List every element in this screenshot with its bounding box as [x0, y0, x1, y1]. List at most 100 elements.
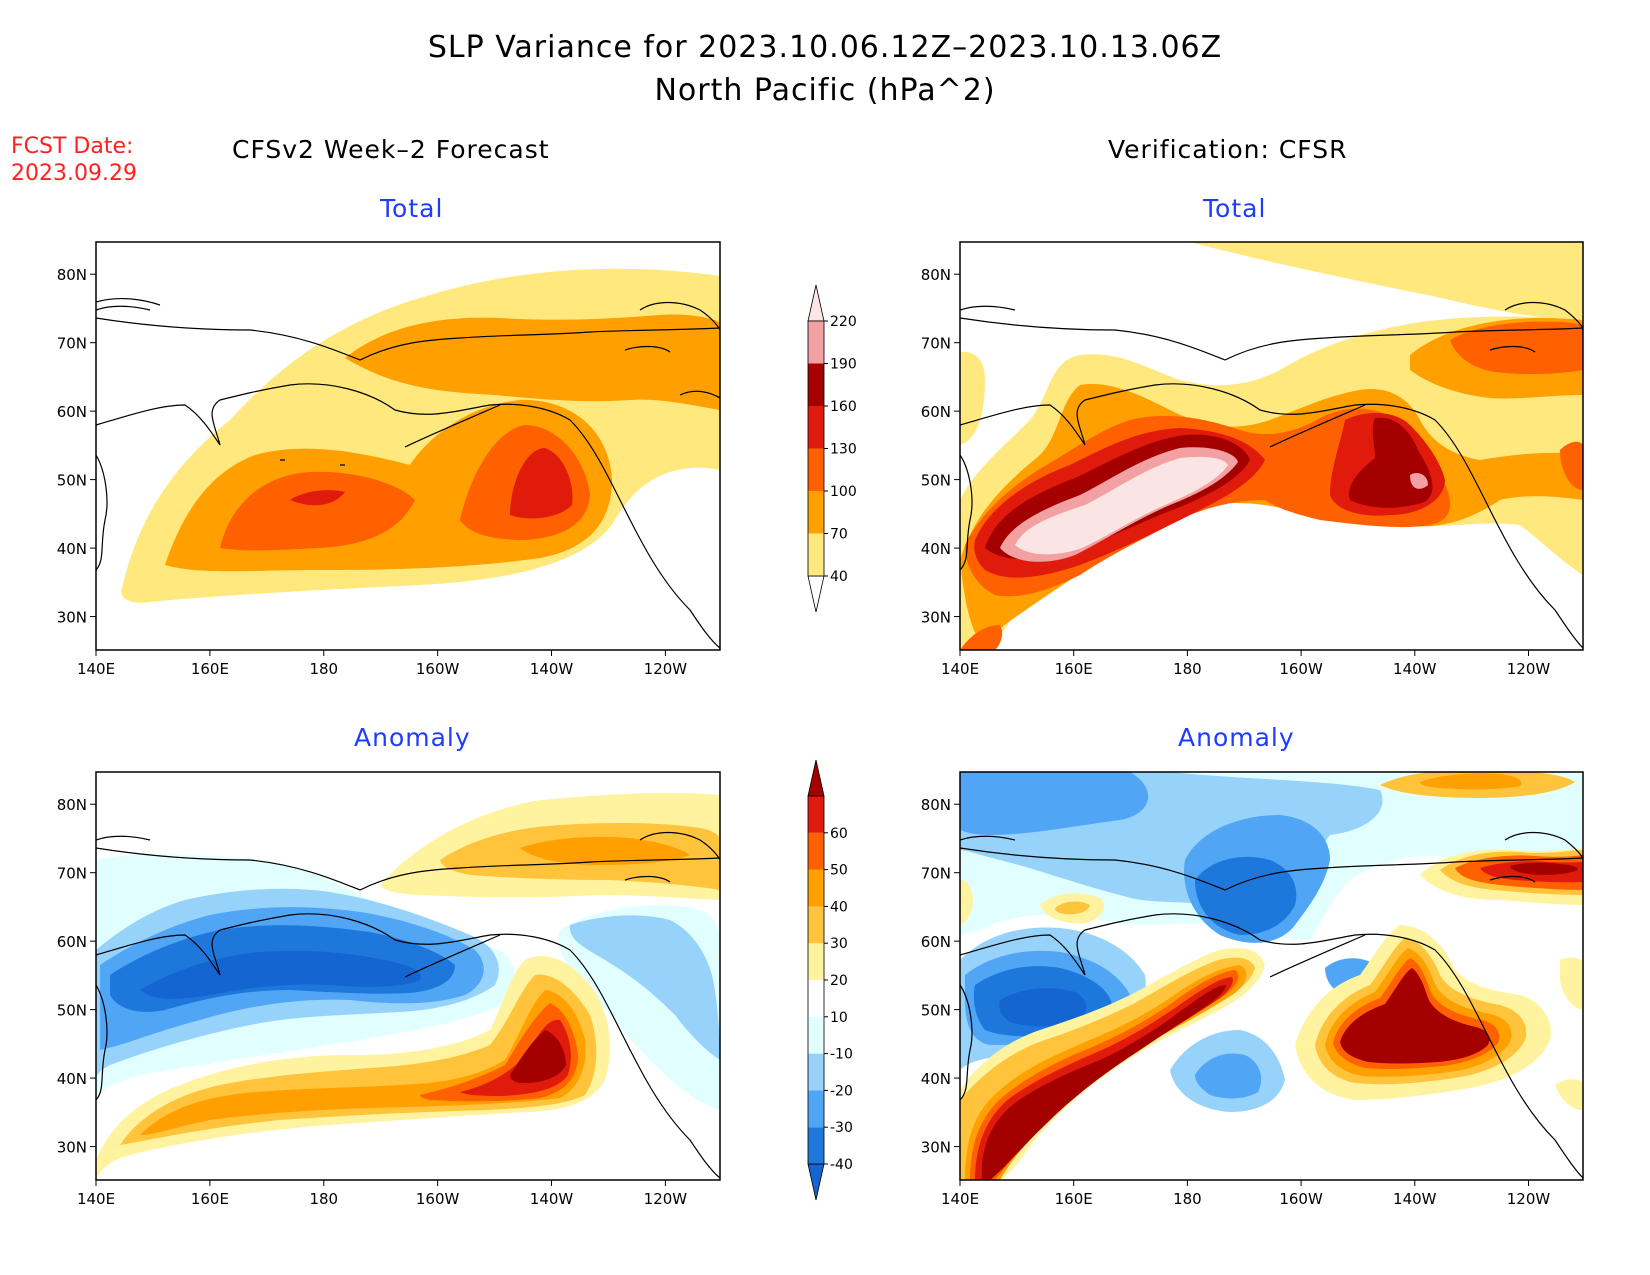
total-colorbar-label: 160: [830, 399, 857, 415]
forecast-column-header: CFSv2 Week–2 Forecast: [232, 135, 550, 164]
anomaly-colorbar-low-triangle: [807, 1163, 825, 1201]
total-colorbar-box: [808, 363, 824, 406]
verif-total-x-tick-label: 180: [1173, 660, 1202, 678]
fcst-total-y-tick-label: 70N: [57, 335, 87, 353]
total-colorbar-label: 190: [830, 357, 857, 373]
forecast-anomaly-frame: [95, 771, 721, 1181]
verif-total-100-ne-contour: [1450, 321, 1583, 375]
verification-anomaly-title: Anomaly: [1178, 723, 1295, 752]
verif-anom-neg40-central-contour: [1195, 856, 1297, 935]
verif-anomaly-y-tick-label: 30N: [921, 1139, 951, 1157]
total-colorbar-box: [808, 491, 824, 534]
fcst-anomaly-y-tick-label: 80N: [57, 796, 87, 814]
fcst-anom-neg50-contour: [140, 950, 421, 999]
fcst-total-x-tick-label: 160W: [416, 660, 460, 678]
verif-anom-pos10-sea-contour: [1555, 1079, 1583, 1110]
verif-total-y-tick-label: 30N: [921, 609, 951, 627]
fcst-total-y-tick-label: 80N: [57, 266, 87, 284]
verif-total-220-contour: [1015, 456, 1228, 555]
fcst-anom-pos60-contour: [510, 1030, 566, 1084]
fcst-anomaly-x-tick-label: 160W: [416, 1190, 460, 1208]
anomaly-colorbar-label: 30: [830, 936, 848, 952]
fcst-anomaly-y-tick-label: 50N: [57, 1002, 87, 1020]
forecast-anomaly-map: [96, 792, 720, 1180]
total-colorbar: 40 70 100 130 160 190 220: [807, 284, 857, 613]
verif-anom-pos60-main-contour: [981, 985, 1226, 1180]
anomaly-colorbar-label: -40: [830, 1157, 853, 1173]
forecast-total-map: [121, 268, 720, 603]
anomaly-colorbar: -40 -30 -20 -10 10 20 30 40 50 60: [807, 759, 853, 1201]
verification-anomaly-frame: [959, 771, 1584, 1181]
verif-anomaly-x-tick-label: 140E: [941, 1190, 979, 1208]
fcst-total-y-tick-label: 60N: [57, 403, 87, 421]
anomaly-colorbar-box: [808, 1090, 824, 1128]
verif-anom-pos60-east-contour: [1340, 968, 1490, 1064]
main-title: SLP Variance for 2023.10.06.12Z–2023.10.…: [427, 30, 1223, 65]
verif-anom-neg50-west-contour: [999, 988, 1087, 1027]
verif-total-160-east-contour: [1349, 417, 1433, 508]
verification-total-frame: [959, 241, 1584, 651]
verif-total-40-north-contour: [1190, 242, 1583, 322]
fcst-anomaly-y-tick-label: 70N: [57, 865, 87, 883]
verification-anomaly-map: [960, 772, 1583, 1180]
fcst-total-100-west-contour: [220, 471, 415, 551]
anomaly-colorbar-box: [808, 906, 824, 944]
verif-anomaly-x-tick-label: 160E: [1055, 1190, 1093, 1208]
verif-anomaly-y-tick-label: 80N: [921, 796, 951, 814]
total-colorbar-label: 40: [830, 569, 848, 585]
fcst-anom-neg20-east-contour: [569, 915, 720, 1060]
verif-total-y-tick-label: 40N: [921, 540, 951, 558]
fcst-total-x-tick-label: 140E: [77, 660, 115, 678]
fcst-anomaly-x-tick-label: 140W: [530, 1190, 574, 1208]
forecast-total-frame: [95, 241, 721, 651]
verif-anom-pos60-ne-contour: [1510, 862, 1578, 875]
fcst-total-130-east-contour: [510, 448, 573, 519]
verif-anom-pos20-west-contour: [1055, 901, 1090, 915]
verification-total-title: Total: [1203, 194, 1267, 223]
fcst-date-label: FCST Date:: [11, 134, 134, 159]
forecast-anomaly-title: Anomaly: [354, 723, 471, 752]
fcst-total-y-tick-label: 30N: [57, 609, 87, 627]
verif-total-y-tick-label: 80N: [921, 266, 951, 284]
main-subtitle: North Pacific (hPa^2): [654, 73, 996, 108]
fcst-date-value: 2023.09.29: [11, 161, 137, 186]
anomaly-colorbar-label: -20: [830, 1083, 853, 1099]
anomaly-colorbar-label: 20: [830, 973, 848, 989]
anomaly-colorbar-label: 60: [830, 826, 848, 842]
verif-total-x-tick-label: 140W: [1393, 660, 1437, 678]
total-colorbar-low-triangle: [807, 575, 825, 613]
verif-total-sw-contour: [960, 625, 1003, 650]
total-colorbar-box: [808, 533, 824, 576]
verif-anomaly-x-tick-label: 120W: [1507, 1190, 1551, 1208]
fcst-total-y-tick-label: 50N: [57, 472, 87, 490]
fcst-anomaly-y-tick-label: 40N: [57, 1070, 87, 1088]
anomaly-colorbar-box: [808, 980, 824, 1017]
verif-anomaly-y-tick-label: 60N: [921, 933, 951, 951]
verif-anomaly-x-tick-label: 140W: [1393, 1190, 1437, 1208]
anomaly-colorbar-box: [808, 869, 824, 907]
anomaly-colorbar-label: -30: [830, 1120, 853, 1136]
verif-total-y-tick-label: 70N: [921, 335, 951, 353]
fcst-anomaly-y-tick-label: 60N: [57, 933, 87, 951]
verif-anom-neg40-south-contour: [1195, 1053, 1262, 1099]
verification-column-header: Verification: CFSR: [1108, 135, 1348, 164]
fcst-anomaly-x-tick-label: 120W: [644, 1190, 688, 1208]
anomaly-colorbar-box: [808, 943, 824, 980]
anomaly-colorbar-label: 10: [830, 1010, 848, 1026]
anomaly-colorbar-label: 40: [830, 899, 848, 915]
total-colorbar-label: 100: [830, 484, 857, 500]
fcst-total-70-north-contour: [345, 314, 720, 410]
verif-total-190-east-contour: [1410, 473, 1428, 489]
verif-total-y-tick-label: 50N: [921, 472, 951, 490]
fcst-anom-pos30-north-contour: [520, 836, 690, 865]
anomaly-colorbar-box: [808, 796, 824, 833]
forecast-anomaly-coastlines: [96, 831, 720, 1179]
total-colorbar-label: 220: [830, 314, 857, 330]
anomaly-colorbar-high-triangle: [807, 759, 825, 797]
total-colorbar-box: [808, 406, 824, 449]
verif-total-x-tick-label: 140E: [941, 660, 979, 678]
total-colorbar-label: 130: [830, 442, 857, 458]
verification-anomaly-coastlines: [960, 831, 1583, 1179]
verif-anomaly-y-tick-label: 70N: [921, 865, 951, 883]
verif-total-100-east-contour: [1560, 441, 1583, 490]
